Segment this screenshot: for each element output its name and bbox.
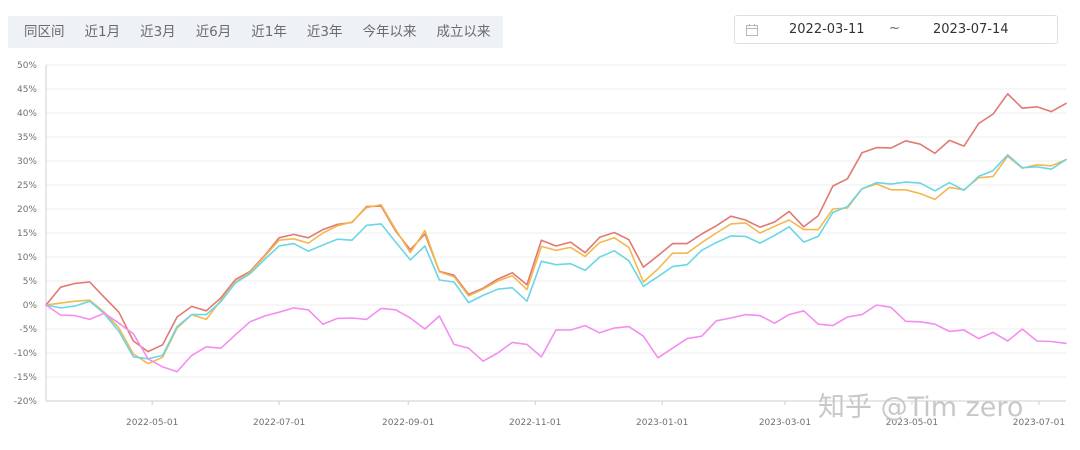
y-tick-label: 45% bbox=[17, 85, 37, 95]
calendar-icon bbox=[746, 24, 758, 36]
y-axis: -20% -15% -10% -5% 0% 5% 10% 15% 20% 25% 30% 35% 40%… bbox=[14, 61, 47, 407]
x-tick-label: 2023-03-01 bbox=[759, 418, 811, 428]
x-tick-label: 2022-11-01 bbox=[509, 418, 561, 428]
y-tick-label: -10% bbox=[14, 349, 38, 359]
tab-since-inception[interactable]: 成立以来 bbox=[436, 24, 491, 40]
date-separator: ~ bbox=[889, 21, 900, 36]
y-tick-label: 10% bbox=[17, 253, 37, 263]
y-tick-label: 20% bbox=[17, 205, 37, 215]
tab-3-years[interactable]: 近3年 bbox=[306, 24, 343, 40]
x-tick-label: 2022-09-01 bbox=[382, 418, 434, 428]
y-tick-label: 50% bbox=[17, 61, 37, 71]
chart-series bbox=[45, 93, 1067, 373]
x-tick-label: 2023-01-01 bbox=[636, 418, 688, 428]
y-tick-label: -5% bbox=[19, 325, 37, 335]
y-tick-label: 35% bbox=[17, 133, 37, 143]
series-line-pink bbox=[45, 304, 1067, 373]
y-tick-label: -20% bbox=[14, 397, 38, 407]
series-line-cyan bbox=[45, 154, 1067, 360]
x-axis: 2022-05-01 2022-07-01 2022-09-01 2022-11-01… bbox=[46, 400, 1066, 428]
tab-3-months[interactable]: 近3月 bbox=[140, 24, 176, 40]
y-tick-label: 25% bbox=[17, 181, 37, 191]
tab-1-month[interactable]: 近1月 bbox=[84, 24, 121, 40]
watermark-text: 知乎 @Tim zero bbox=[818, 392, 1023, 423]
tab-year-to-date[interactable]: 今年以来 bbox=[362, 24, 417, 40]
x-tick-label: 2023-05-01 bbox=[886, 418, 938, 428]
tab-1-year[interactable]: 近1年 bbox=[251, 24, 287, 40]
y-tick-label: 15% bbox=[17, 229, 37, 239]
y-tick-label: 5% bbox=[23, 277, 38, 287]
y-tick-label: 0% bbox=[23, 301, 38, 311]
series-line-red bbox=[45, 93, 1067, 353]
y-tick-label: -15% bbox=[14, 373, 38, 383]
y-tick-label: 40% bbox=[17, 109, 37, 119]
tab-6-months[interactable]: 近6月 bbox=[195, 24, 232, 40]
x-tick-label: 2023-07-01 bbox=[1013, 418, 1065, 428]
start-date-input[interactable]: 2022-03-11 bbox=[789, 22, 865, 37]
series-line-orange bbox=[45, 155, 1067, 365]
period-tabs: 同区间 近1月 近3月 近6月 近1年 近3年 今年以来 成立以来 bbox=[8, 16, 503, 48]
x-tick-label: 2022-05-01 bbox=[126, 418, 178, 428]
x-tick-label: 2022-07-01 bbox=[253, 418, 305, 428]
y-tick-label: 30% bbox=[17, 157, 37, 167]
tab-same-period[interactable]: 同区间 bbox=[24, 24, 65, 40]
date-range-picker[interactable]: 2022-03-11 ~ 2023-07-14 bbox=[734, 15, 1058, 44]
end-date-input[interactable]: 2023-07-14 bbox=[933, 22, 1009, 37]
